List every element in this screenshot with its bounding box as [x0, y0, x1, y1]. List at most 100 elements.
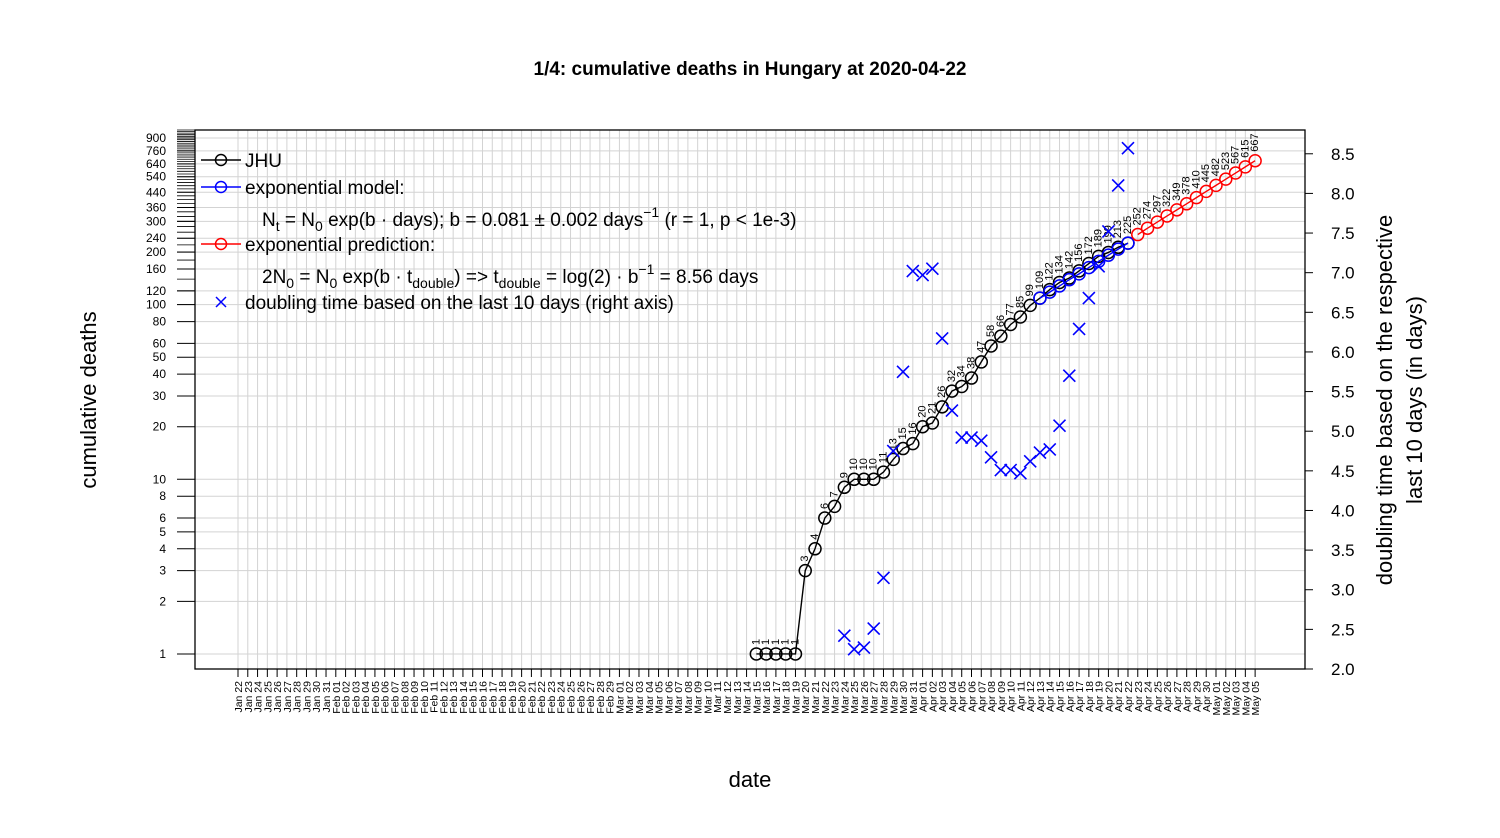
marker-stroke	[945, 404, 959, 418]
data-label: 77	[1005, 303, 1017, 315]
legend-doubling-marker	[215, 296, 227, 308]
data-label: 1	[780, 639, 792, 645]
data-label: 1	[760, 639, 772, 645]
x-tick-label: Apr 08	[986, 681, 998, 712]
data-label: 445	[1200, 164, 1212, 182]
doubling-time-marker	[1111, 178, 1125, 193]
y-tick-label: 640	[146, 157, 166, 171]
doubling-time-marker	[1043, 442, 1057, 457]
x-tick-label: Feb 05	[370, 681, 382, 714]
x-tick-label: Apr 09	[996, 681, 1008, 712]
data-point	[906, 436, 920, 451]
y2-tick-label: 4.5	[1331, 462, 1355, 481]
data-label: 349	[1171, 182, 1183, 200]
x-tick-label: Mar 23	[830, 681, 842, 714]
x-tick-label: Feb 04	[360, 681, 372, 714]
x-tick-label: Mar 22	[820, 681, 832, 714]
marker-stroke	[955, 430, 969, 445]
x-tick-label: May 03	[1231, 681, 1243, 716]
y2-tick-label: 5.5	[1331, 383, 1355, 402]
doubling-time-marker	[857, 641, 871, 655]
y-axis-label: cumulative deaths	[76, 311, 101, 488]
marker-stroke	[974, 434, 988, 448]
data-label: 10	[848, 458, 860, 470]
doubling-time-marker	[955, 430, 969, 445]
x-tick-label: Apr 30	[1201, 681, 1213, 712]
x-tick-label: May 02	[1221, 681, 1233, 716]
data-label: 58	[985, 325, 997, 337]
x-tick-label: Apr 15	[1055, 681, 1067, 712]
doubling-time-marker	[994, 463, 1008, 477]
x-tick-label: Apr 22	[1123, 681, 1135, 712]
x-tick-label: Mar 26	[859, 681, 871, 714]
data-label: 156	[1073, 244, 1085, 262]
marker-stroke	[837, 629, 851, 643]
y2-tick-label: 3.0	[1331, 581, 1355, 600]
data-label: 32	[946, 370, 958, 382]
x-tick-label: Mar 30	[898, 681, 910, 714]
legend-prediction-formula: 2N0 = N0 exp(b · tdouble) => tdouble = l…	[262, 261, 758, 291]
x-tick-label: Feb 26	[575, 681, 587, 714]
x-tick-label: Apr 20	[1103, 681, 1115, 712]
doubling-time-marker	[906, 264, 920, 278]
y2-tick-label: 3.5	[1331, 541, 1355, 560]
x-tick-label: Mar 27	[869, 681, 881, 714]
legend-model-label: exponential model:	[245, 178, 405, 199]
y-tick-label: 4	[159, 542, 166, 556]
data-point	[1150, 215, 1165, 229]
data-label: 523	[1220, 152, 1232, 170]
doubling-time-marker	[1121, 141, 1135, 155]
data-point	[1209, 178, 1223, 193]
doubling-time-marker	[876, 571, 891, 585]
x-tick-label: Feb 15	[468, 681, 480, 714]
x-tick-label: Mar 06	[663, 681, 675, 714]
y-tick-label: 5	[159, 525, 166, 539]
x-tick-label: Mar 12	[722, 681, 734, 714]
data-point	[1189, 190, 1204, 205]
data-label: 34	[956, 365, 968, 377]
marks: 1111134679101010111315162021263234384758…	[749, 133, 1262, 661]
data-label: 10	[858, 458, 870, 470]
y2-tick-label: 4.0	[1331, 501, 1355, 520]
y-tick-label: 120	[146, 284, 166, 298]
x-tick-label: Apr 01	[918, 681, 930, 712]
doubling-time-marker	[1101, 224, 1115, 239]
y2-tick-label: 8.0	[1331, 184, 1355, 203]
x-tick-label: Feb 08	[399, 681, 411, 714]
data-label: 20	[917, 405, 929, 417]
y-tick-label: 60	[153, 336, 167, 350]
y-tick-label: 900	[146, 131, 166, 145]
data-label: 15	[897, 427, 909, 439]
doubling-time-marker	[1052, 419, 1067, 433]
x-tick-label: Mar 11	[712, 681, 724, 713]
data-point	[1062, 272, 1077, 287]
y-tick-label: 440	[146, 185, 166, 199]
data-point	[827, 499, 842, 514]
y-tick-label: 540	[146, 170, 166, 184]
data-label: 10	[868, 458, 880, 470]
data-label: 1	[770, 639, 782, 645]
marker-stroke	[916, 268, 930, 282]
x-tick-label: Mar 18	[781, 681, 793, 714]
y-tick-label: 20	[153, 420, 167, 434]
data-point	[759, 647, 773, 661]
x-tick-label: Apr 10	[1006, 681, 1018, 712]
doubling-time-marker	[1082, 291, 1096, 305]
data-point	[769, 647, 783, 661]
x-tick-label: Jan 23	[243, 681, 255, 713]
data-label: 322	[1161, 189, 1173, 207]
data-label: 21	[926, 402, 938, 414]
data-point	[749, 647, 764, 661]
y2-axis-label-line2: last 10 days (in days)	[1402, 296, 1427, 504]
data-point	[994, 329, 1008, 343]
x-tick-label: Apr 19	[1094, 681, 1106, 712]
x-tick-label: Feb 25	[566, 681, 578, 714]
x-tick-label: Feb 10	[419, 681, 431, 714]
legend-prediction-label: exponential prediction:	[245, 235, 435, 256]
x-tick-label: Mar 04	[644, 681, 656, 714]
doubling-time-marker	[1004, 463, 1018, 477]
x-tick-label: Feb 03	[350, 681, 362, 714]
data-point	[964, 371, 979, 385]
x-tick-label: Apr 27	[1172, 681, 1184, 712]
x-tick-label: Feb 22	[536, 681, 548, 714]
